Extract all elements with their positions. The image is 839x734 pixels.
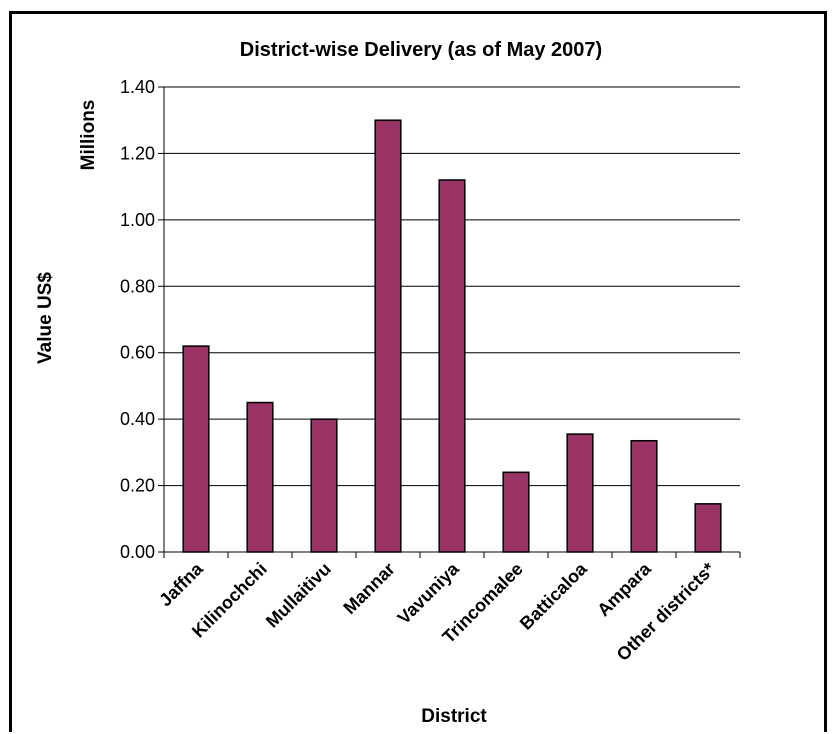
y-unit-label: Millions: [78, 100, 99, 171]
x-tick-label: Mannar: [339, 559, 398, 618]
x-tick-label: Mullaitivu: [262, 559, 335, 632]
y-tick-label: 0.40: [120, 409, 155, 429]
plot-area: 0.000.200.400.600.801.001.201.40JaffnaKi…: [120, 77, 741, 665]
bar: [566, 433, 594, 553]
y-tick-label: 0.60: [120, 343, 155, 363]
x-tick-label: Jaffna: [155, 558, 207, 610]
x-axis-label: District: [421, 706, 487, 727]
y-axis-label: Value US$: [35, 272, 56, 364]
x-tick-label: Ampara: [593, 558, 655, 620]
y-tick-label: 1.40: [120, 77, 155, 97]
chart-frame: [9, 11, 827, 732]
bar: [374, 119, 402, 553]
y-tick-label: 0.20: [120, 476, 155, 496]
bar: [630, 439, 658, 553]
y-tick-label: 1.20: [120, 143, 155, 163]
chart-title: District-wise Delivery (as of May 2007): [240, 39, 602, 61]
y-tick-label: 0.80: [120, 276, 155, 296]
bar: [694, 503, 722, 553]
bar: [246, 401, 274, 553]
x-tick-label: Batticaloa: [516, 558, 592, 634]
bar: [502, 471, 530, 553]
bar: [438, 179, 466, 553]
bar: [310, 418, 338, 553]
bar: [182, 345, 210, 553]
y-tick-label: 0.00: [120, 542, 155, 562]
y-tick-label: 1.00: [120, 210, 155, 230]
